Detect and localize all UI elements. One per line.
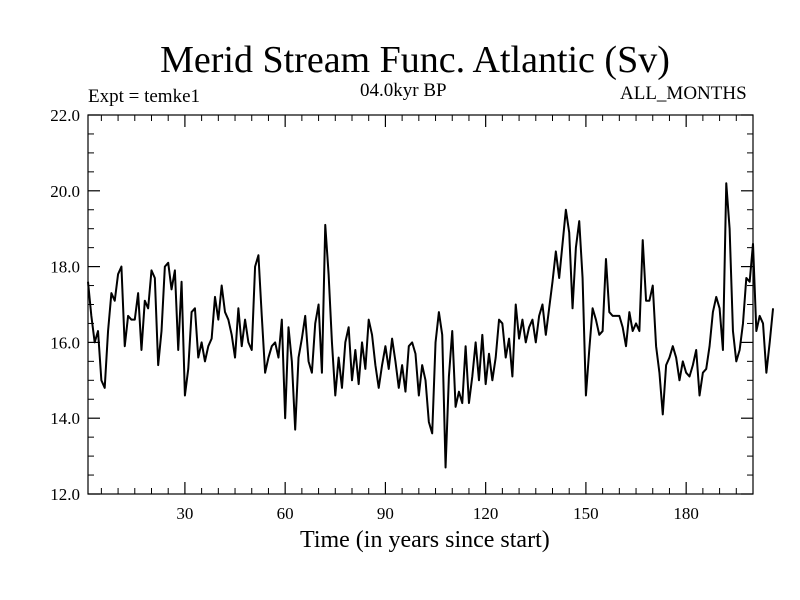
chart-subtitle: 04.0kyr BP [360,80,447,101]
x-axis-label: Time (in years since start) [300,527,550,553]
x-tick-label: 30 [176,504,193,523]
y-tick-label: 22.0 [50,106,80,125]
series-line [87,182,775,469]
experiment-label: Expt = temke1 [88,86,201,107]
y-axis-ticks: 12.0 14.0 16.0 18.0 20.0 22.0 [50,106,753,504]
y-tick-label: 14.0 [50,409,80,428]
chart-title: Merid Stream Func. Atlantic (Sv) [160,39,670,81]
x-tick-label: 90 [377,504,394,523]
x-tick-label: 60 [277,504,294,523]
y-tick-label: 12.0 [50,485,80,504]
x-tick-label: 150 [573,504,599,523]
x-tick-label: 180 [673,504,699,523]
months-label: ALL_MONTHS [620,83,747,104]
x-axis-ticks: 30 60 90 120 150 180 [100,115,737,523]
y-tick-label: 16.0 [50,333,80,352]
x-tick-label: 120 [473,504,499,523]
y-tick-label: 20.0 [50,182,80,201]
y-tick-label: 18.0 [50,258,80,277]
